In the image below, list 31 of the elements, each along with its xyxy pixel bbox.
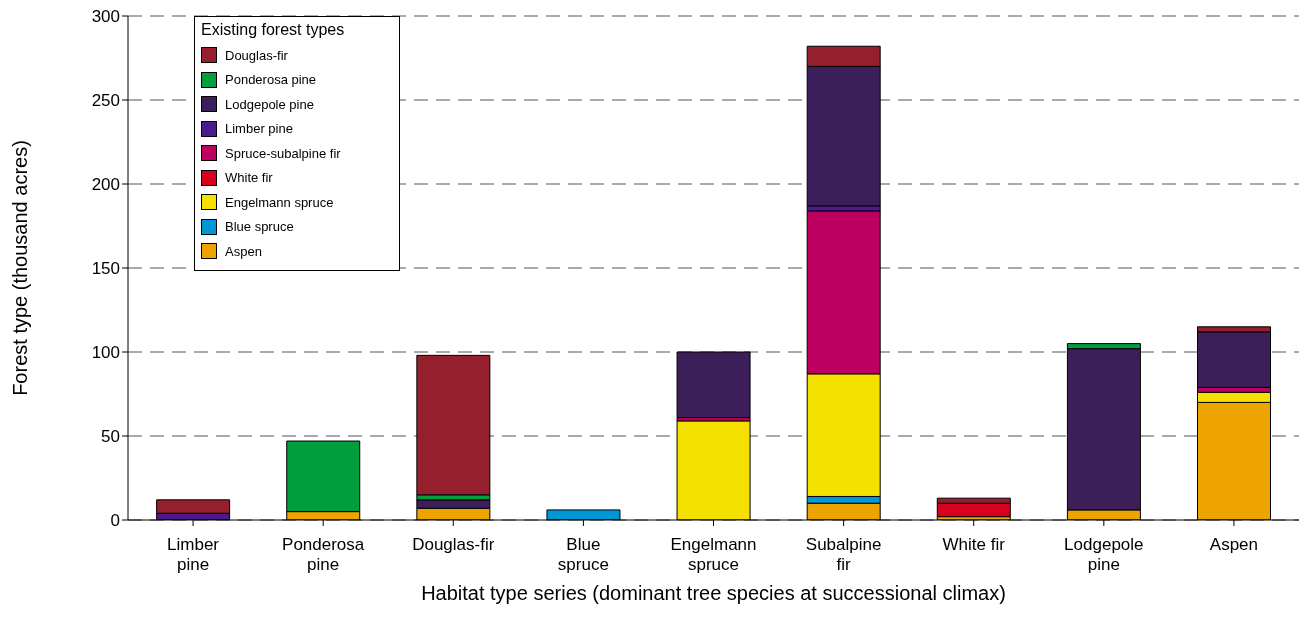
y-tick-label: 150 xyxy=(91,259,120,279)
legend-label: Lodgepole pine xyxy=(225,96,314,112)
x-axis-title: Habitat type series (dominant tree species at successional climax) xyxy=(421,582,1006,604)
x-tick-label: Ponderosa pine xyxy=(282,535,365,574)
legend-label: Limber pine xyxy=(225,121,293,137)
x-tick-label: Douglas-fir xyxy=(412,535,495,554)
y-tick-label: 0 xyxy=(110,511,120,531)
bar xyxy=(416,354,491,496)
legend-label: White fir xyxy=(225,170,273,186)
bar xyxy=(936,502,1011,518)
x-tick-label: Subalpine fir xyxy=(805,535,882,574)
y-axis-title: Forest type (thousand acres) xyxy=(9,140,32,396)
y-tick-label: 300 xyxy=(91,7,120,27)
x-tick-label: Limber pine xyxy=(167,535,220,574)
x-tick-label: Blue spruce xyxy=(557,535,609,574)
legend-label: Douglas-fir xyxy=(225,47,288,63)
legend-label: Aspen xyxy=(225,243,262,259)
y-tick-label: 100 xyxy=(91,343,120,363)
legend-title: Existing forest types xyxy=(201,21,346,39)
legend-label: Spruce-subalpine fir xyxy=(225,145,341,161)
x-tick-label: Aspen xyxy=(1209,535,1259,554)
bar xyxy=(676,351,751,419)
x-tick-label: White fir xyxy=(942,535,1006,554)
x-tick-label: Lodgepole pine xyxy=(1064,535,1144,574)
y-tick-label: 200 xyxy=(91,175,120,195)
y-tick-label: 50 xyxy=(101,427,120,447)
legend-label: Ponderosa pine xyxy=(225,72,317,88)
y-tick-label: 250 xyxy=(91,91,120,111)
x-tick-label: Engelmann spruce xyxy=(670,535,757,574)
legend-label: Engelmann spruce xyxy=(225,194,334,210)
legend-label: Blue spruce xyxy=(225,219,294,235)
